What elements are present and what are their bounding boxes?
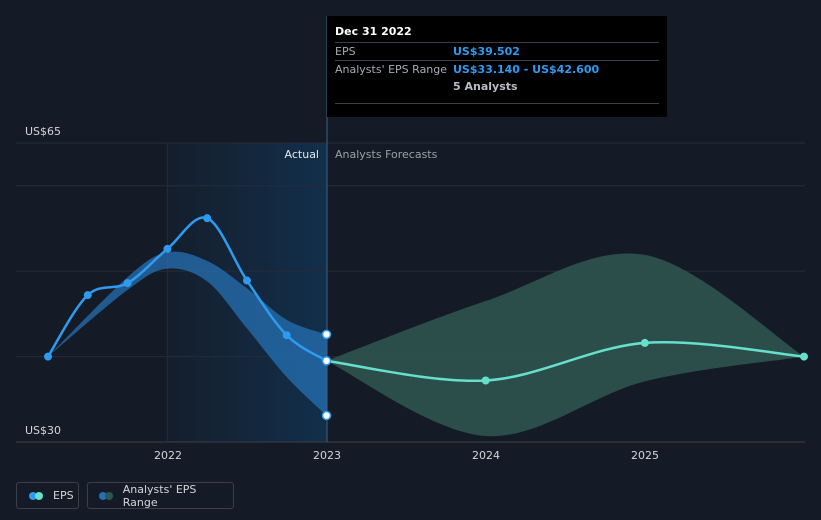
- past-eps-range-band: [48, 251, 327, 416]
- x-tick-label-2022: 2022: [154, 449, 182, 462]
- actual-region-label: Actual: [285, 148, 319, 161]
- eps-actual-point: [242, 276, 251, 285]
- eps-actual-point: [83, 291, 92, 300]
- legend-analysts-range[interactable]: Analysts' EPS Range: [87, 482, 234, 509]
- x-tick-label-2024: 2024: [472, 449, 500, 462]
- tooltip-range-value: US$33.140 - US$42.600: [453, 63, 600, 76]
- tooltip-date: Dec 31 2022: [335, 25, 412, 38]
- eps-actual-point: [203, 214, 212, 223]
- eps-highlight-point: [321, 356, 332, 366]
- tooltip-eps-label: EPS: [335, 45, 356, 58]
- eps-actual-point: [163, 244, 172, 253]
- legend-range-label: Analysts' EPS Range: [122, 482, 197, 509]
- x-tick-label-2025: 2025: [631, 449, 659, 462]
- eps-highlight-point: [321, 410, 332, 421]
- range-legend-icon: [99, 491, 115, 501]
- data-points: [44, 214, 808, 421]
- eps-highlight-point: [321, 329, 332, 340]
- eps-forecast-point: [800, 352, 808, 361]
- eps-actual-point: [44, 352, 52, 361]
- eps-actual-point: [123, 279, 132, 288]
- eps-legend-icon: [29, 491, 45, 501]
- forecast-eps-range-band: [326, 253, 804, 437]
- tooltip-range-label: Analysts' EPS Range: [335, 63, 448, 76]
- legend-eps-label: EPS: [53, 489, 74, 502]
- legend-eps[interactable]: EPS: [16, 482, 79, 509]
- tooltip-eps-row: EPS US$39.502: [335, 42, 659, 60]
- eps-actual-point: [282, 331, 291, 340]
- x-tick-label-2023: 2023: [313, 449, 341, 462]
- tooltip-analysts-row: 5 Analysts: [335, 78, 659, 95]
- forecast-region-label: Analysts Forecasts: [335, 148, 438, 161]
- y-tick-label-bottom: US$30: [25, 424, 61, 437]
- eps-forecast-point: [640, 338, 649, 347]
- y-tick-label-top: US$65: [25, 125, 61, 138]
- tooltip-range-row: Analysts' EPS Range US$33.140 - US$42.60…: [335, 60, 659, 78]
- eps-forecast-line: [326, 341, 805, 383]
- tooltip-eps-value: US$39.502: [453, 45, 520, 58]
- eps-forecast-point: [481, 376, 490, 385]
- tooltip-analysts-count: 5 Analysts: [453, 80, 518, 93]
- tooltip: Dec 31 2022 EPS US$39.502 Analysts' EPS …: [327, 16, 667, 117]
